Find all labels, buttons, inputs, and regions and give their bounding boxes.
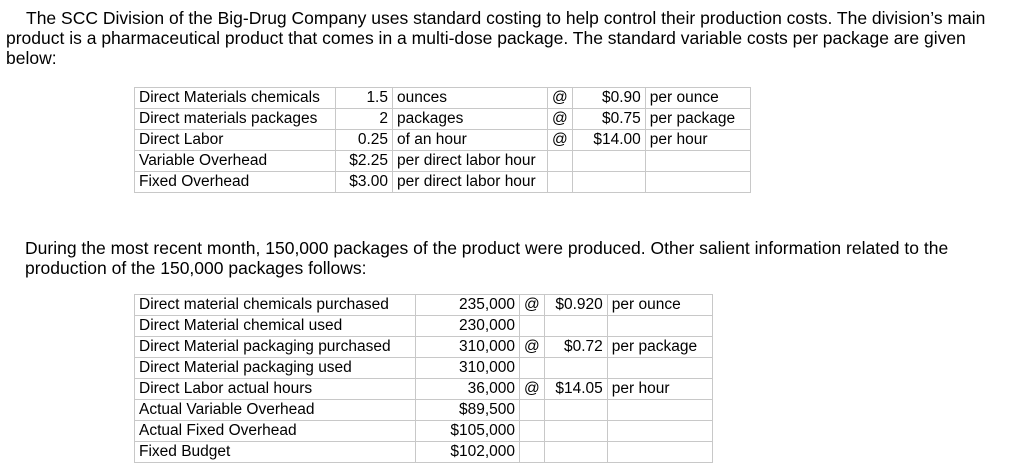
standard-price-cell: $0.90 <box>571 87 646 109</box>
actual-amount-cell: 235,000 <box>415 294 520 316</box>
standard-at-cell: @ <box>547 129 573 151</box>
actual-at-cell <box>519 399 545 421</box>
standard-per-cell <box>644 150 751 172</box>
standard-unit-cell: packages <box>392 108 548 130</box>
actual-item-cell: Fixed Budget <box>134 441 416 463</box>
standard-unit-cell: of an hour <box>392 129 548 151</box>
table-row: Actual Variable Overhead $89,500 <box>134 399 713 421</box>
actual-at-cell: @ <box>519 378 545 400</box>
actual-amount-cell: 230,000 <box>415 315 520 337</box>
actual-price-cell <box>543 315 608 337</box>
table-row: Actual Fixed Overhead $105,000 <box>134 420 713 442</box>
standard-unit-cell: per direct labor hour <box>392 171 548 193</box>
actual-price-cell: $0.920 <box>543 294 608 316</box>
actual-price-cell <box>543 399 608 421</box>
table-row: Direct Materials chemicals 1.5 ounces @ $0.9… <box>134 87 751 109</box>
production-paragraph: During the most recent month, 150,000 pa… <box>25 238 949 278</box>
standard-qty-cell: 1.5 <box>335 87 393 109</box>
table-row: Direct Material chemical used 230,000 <box>134 315 713 337</box>
actual-per-cell <box>606 420 713 442</box>
table-row: Fixed Budget $102,000 <box>134 441 713 463</box>
standard-item-cell: Fixed Overhead <box>134 171 336 193</box>
actual-item-cell: Direct Material packaging used <box>134 357 416 379</box>
table-row: Direct Labor 0.25 of an hour @ $14.00 per hou… <box>134 129 751 151</box>
actual-per-cell <box>606 315 713 337</box>
actual-per-cell <box>606 399 713 421</box>
standard-item-cell: Direct materials packages <box>134 108 336 130</box>
actual-results-table: Direct material chemicals purchased 235,0… <box>134 294 713 463</box>
actual-price-cell <box>543 357 608 379</box>
actual-per-cell: per package <box>606 336 713 358</box>
standard-qty-cell: 0.25 <box>335 129 393 151</box>
actual-amount-cell: $89,500 <box>415 399 520 421</box>
standard-qty-cell: $3.00 <box>335 171 393 193</box>
actual-price-cell <box>543 420 608 442</box>
standard-item-cell: Variable Overhead <box>134 150 336 172</box>
standard-cost-table: Direct Materials chemicals 1.5 ounces @ $0.9… <box>134 87 751 193</box>
actual-price-cell: $14.05 <box>543 378 608 400</box>
actual-per-cell <box>606 357 713 379</box>
standard-price-cell: $0.75 <box>571 108 646 130</box>
actual-amount-cell: $105,000 <box>415 420 520 442</box>
actual-at-cell: @ <box>519 336 545 358</box>
standard-at-cell <box>547 171 573 193</box>
standard-item-cell: Direct Labor <box>134 129 336 151</box>
table-row: Fixed Overhead $3.00 per direct labor hour <box>134 171 751 193</box>
intro-paragraph: The SCC Division of the Big-Drug Company… <box>6 8 986 68</box>
actual-item-cell: Direct Material chemical used <box>134 315 416 337</box>
standard-unit-cell: per direct labor hour <box>392 150 548 172</box>
actual-amount-cell: 310,000 <box>415 357 520 379</box>
table-row: Direct Material packaging purchased 310,0… <box>134 336 713 358</box>
actual-at-cell <box>519 315 545 337</box>
actual-item-cell: Direct Material packaging purchased <box>134 336 416 358</box>
table-row: Direct material chemicals purchased 235,0… <box>134 294 713 316</box>
actual-at-cell <box>519 420 545 442</box>
table-row: Direct Labor actual hours 36,000 @ $14.05 pe… <box>134 378 713 400</box>
standard-at-cell: @ <box>547 87 573 109</box>
actual-at-cell <box>519 357 545 379</box>
standard-per-cell: per ounce <box>644 87 751 109</box>
standard-at-cell <box>547 150 573 172</box>
standard-price-cell <box>571 150 646 172</box>
actual-per-cell: per hour <box>606 378 713 400</box>
actual-item-cell: Direct Labor actual hours <box>134 378 416 400</box>
standard-unit-cell: ounces <box>392 87 548 109</box>
table-row: Variable Overhead $2.25 per direct labor h… <box>134 150 751 172</box>
actual-item-cell: Direct material chemicals purchased <box>134 294 416 316</box>
actual-price-cell: $0.72 <box>543 336 608 358</box>
actual-amount-cell: 310,000 <box>415 336 520 358</box>
actual-at-cell: @ <box>519 294 545 316</box>
actual-amount-cell: $102,000 <box>415 441 520 463</box>
actual-per-cell <box>606 441 713 463</box>
standard-price-cell: $14.00 <box>571 129 646 151</box>
actual-item-cell: Actual Variable Overhead <box>134 399 416 421</box>
actual-amount-cell: 36,000 <box>415 378 520 400</box>
standard-item-cell: Direct Materials chemicals <box>134 87 336 109</box>
actual-at-cell <box>519 441 545 463</box>
standard-per-cell: per hour <box>644 129 751 151</box>
standard-per-cell <box>644 171 751 193</box>
standard-qty-cell: $2.25 <box>335 150 393 172</box>
table-row: Direct materials packages 2 packages @ $0.75… <box>134 108 751 130</box>
table-row: Direct Material packaging used 310,000 <box>134 357 713 379</box>
standard-per-cell: per package <box>644 108 751 130</box>
standard-price-cell <box>571 171 646 193</box>
standard-at-cell: @ <box>547 108 573 130</box>
standard-qty-cell: 2 <box>335 108 393 130</box>
actual-price-cell <box>543 441 608 463</box>
actual-item-cell: Actual Fixed Overhead <box>134 420 416 442</box>
actual-per-cell: per ounce <box>606 294 713 316</box>
